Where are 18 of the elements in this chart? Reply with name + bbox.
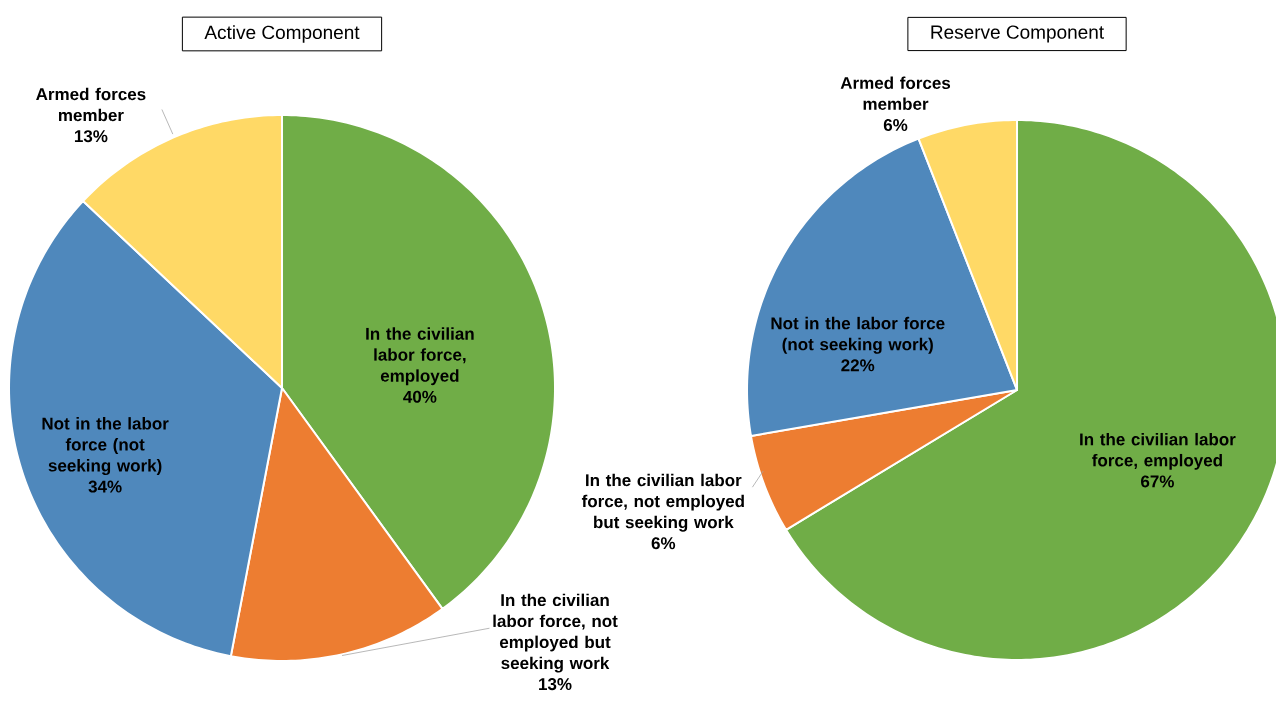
chart-title: Active Component — [204, 25, 360, 43]
slice-label: In the civilian labor force, not employed but seeking work — [493, 593, 618, 673]
data-label: 6% — [651, 537, 676, 550]
chart-title: Reserve Component — [931, 25, 1104, 43]
data-label: 13% — [539, 678, 572, 691]
data-label: 40% — [403, 390, 437, 403]
slice-label: In the civilian labor force, employed — [366, 327, 474, 386]
data-label: 22% — [841, 359, 875, 372]
slice-label: In the civilian labor force, not employed but seeking work — [581, 473, 744, 532]
data-label: 34% — [88, 480, 122, 493]
data-label: 67% — [1141, 475, 1174, 488]
data-label: 13% — [74, 130, 108, 143]
slice-label: Not in the labor force (not seeking work) — [771, 316, 945, 354]
data-label: 6% — [883, 118, 908, 132]
slice-label: Armed forces member — [36, 87, 146, 122]
slice-label: Armed forces member — [840, 76, 951, 111]
slice-label: Not in the labor force (not seeking work) — [42, 417, 169, 476]
slice-label: In the civilian labor force, employed — [1080, 432, 1236, 470]
